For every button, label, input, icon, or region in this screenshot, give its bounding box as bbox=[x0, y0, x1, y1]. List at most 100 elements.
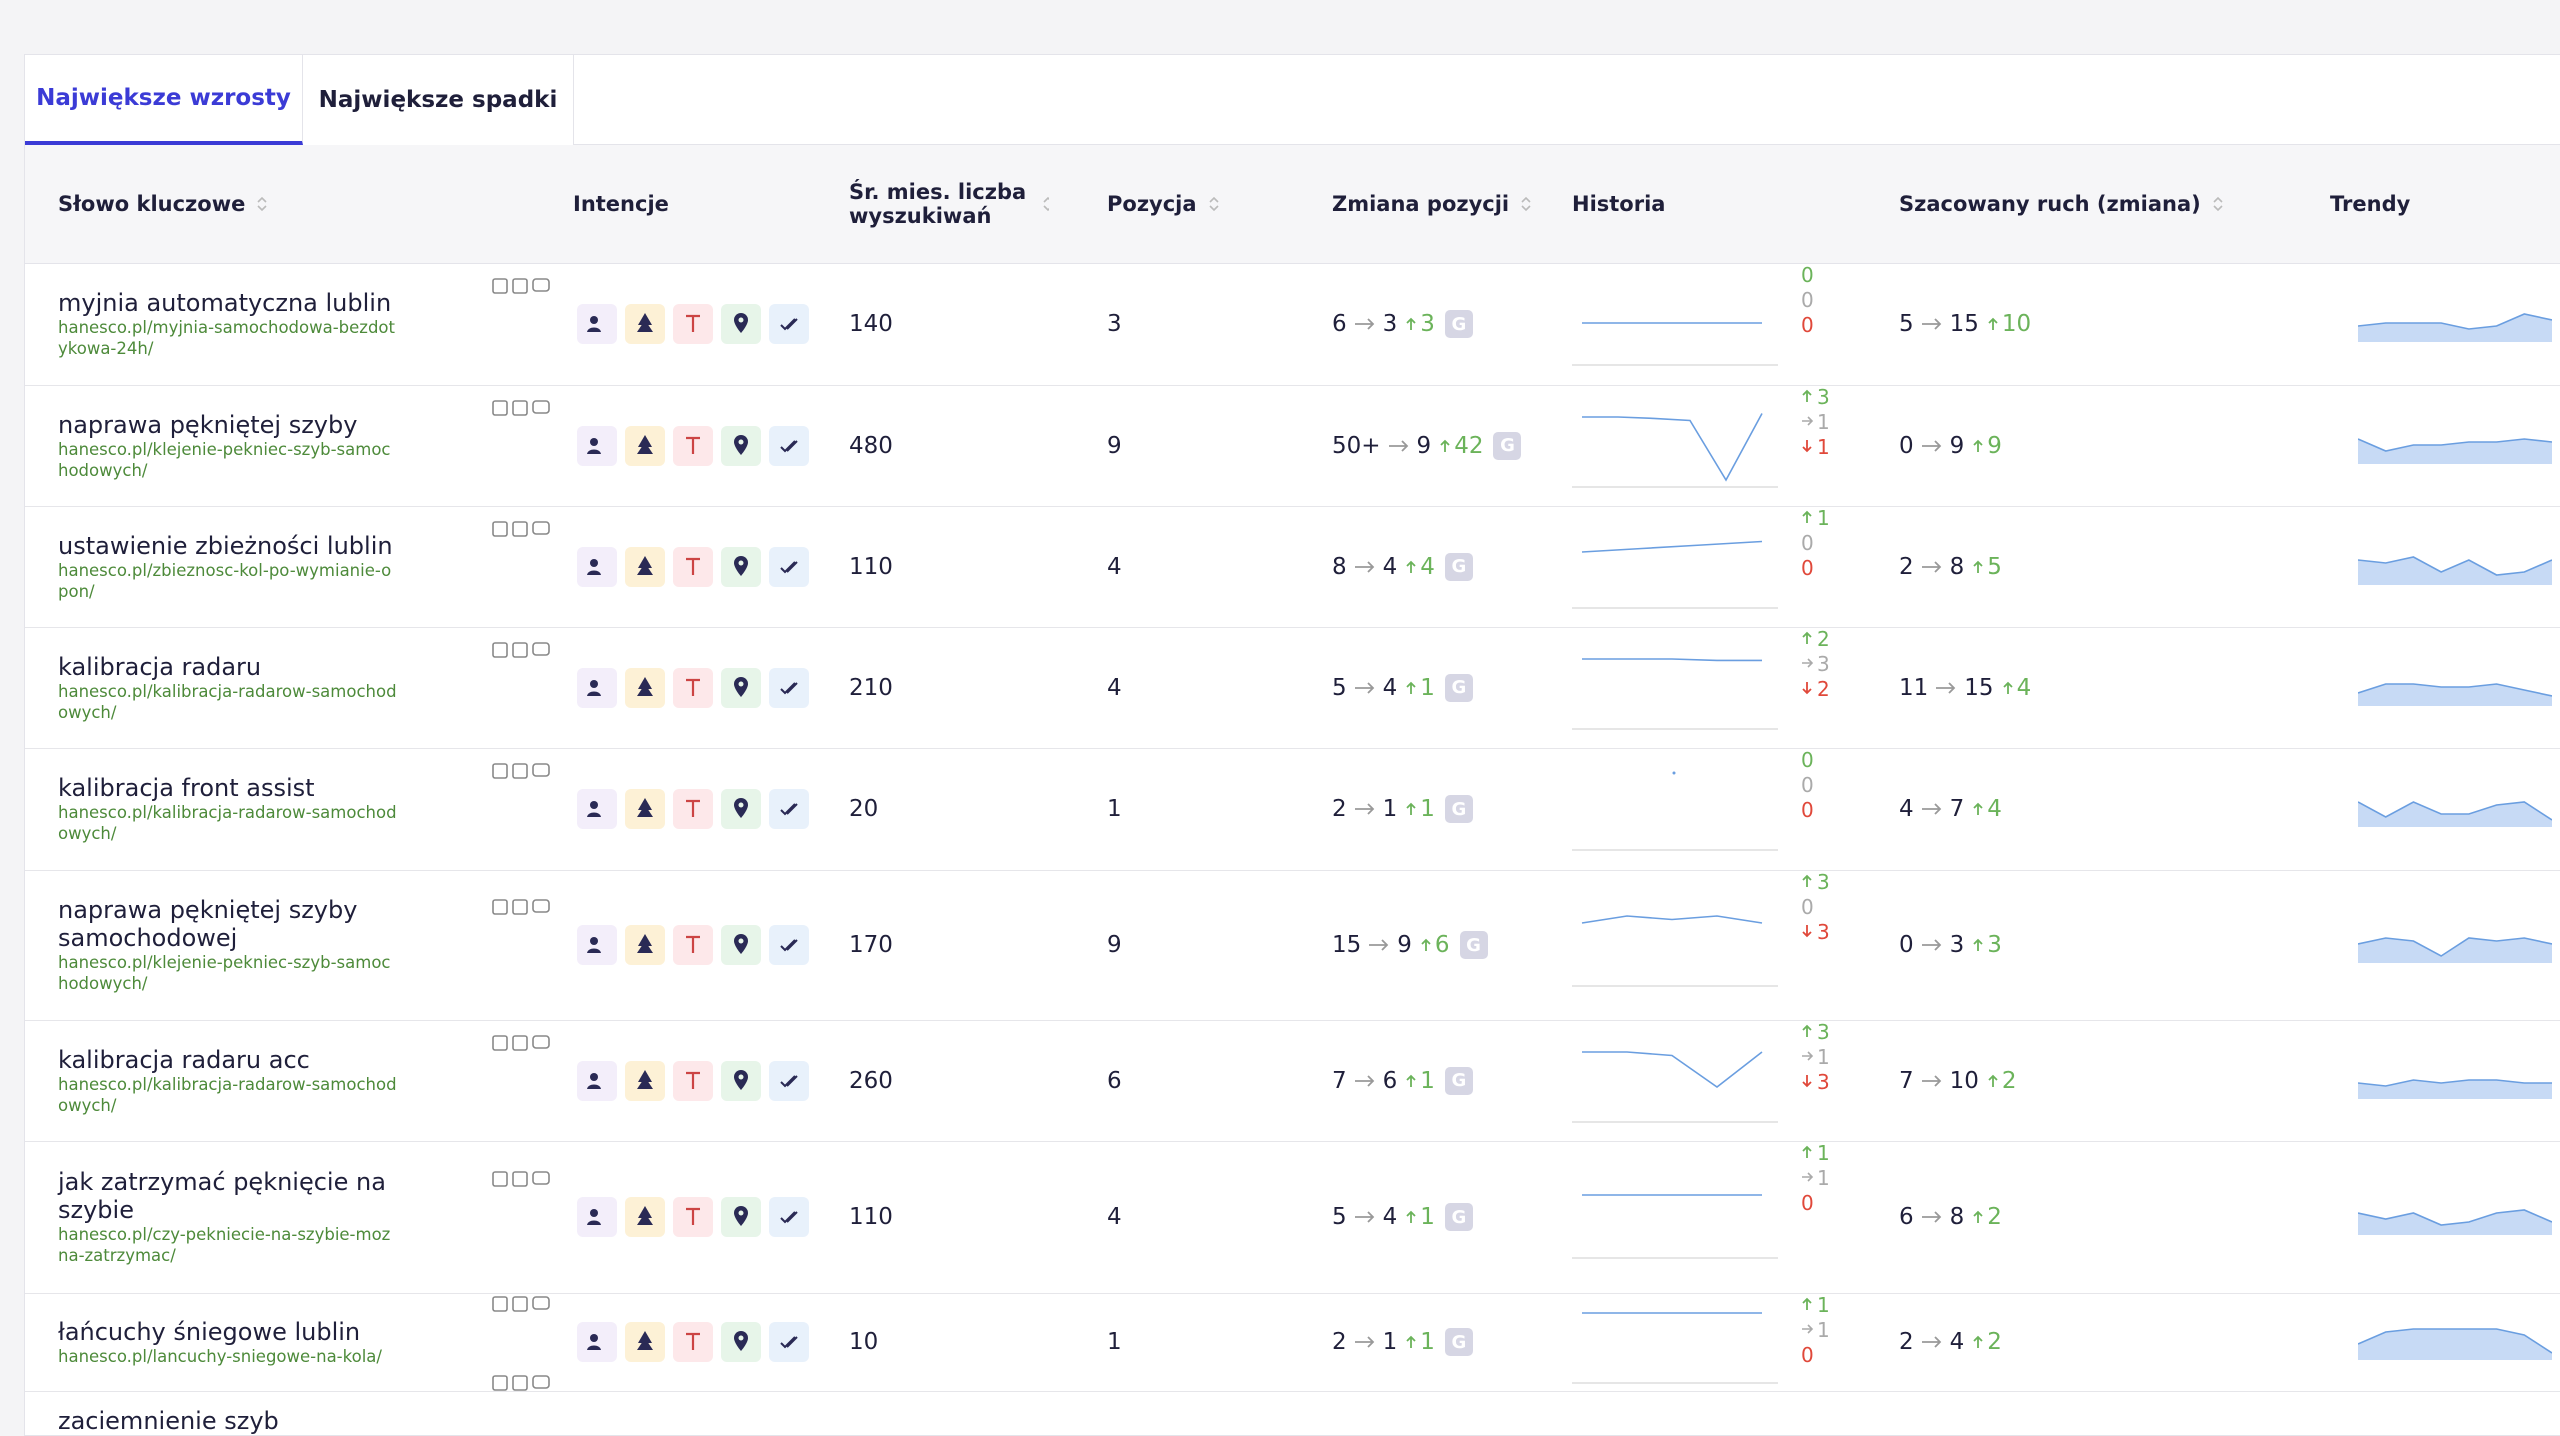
trend-arrow bbox=[1802, 682, 1812, 695]
column-header[interactable]: Śr. mies. liczba wyszukiwań bbox=[849, 145, 1049, 263]
intent-icon bbox=[673, 925, 713, 965]
from: 0 bbox=[1899, 932, 1914, 958]
arrow bbox=[1354, 803, 1374, 815]
intent-icon bbox=[769, 789, 809, 829]
count: 3 bbox=[1817, 920, 1830, 944]
keyword-cell: łańcuchy śniegowe lublin hanesco.pl/lancu… bbox=[58, 1293, 428, 1391]
keyword-cell: jak zatrzymać pęknięcie na szybie hanesco… bbox=[58, 1141, 428, 1293]
intent-icon bbox=[625, 789, 665, 829]
position: 3 bbox=[1107, 311, 1122, 337]
table-row[interactable]: naprawa pękniętej szyby hanesco.pl/klejen… bbox=[25, 385, 2560, 507]
table-row[interactable]: kalibracja radaru acc hanesco.pl/kalibrac… bbox=[25, 1020, 2560, 1142]
history-count: 1 bbox=[1801, 1141, 1830, 1166]
header-label: Śr. mies. liczba wyszukiwań bbox=[849, 180, 1027, 228]
history-count: 0 bbox=[1801, 288, 1814, 313]
tab[interactable]: Największe spadki bbox=[303, 55, 574, 145]
count: 0 bbox=[1801, 288, 1814, 312]
position: 6 bbox=[1107, 1067, 1122, 1094]
trend-arrow bbox=[1802, 925, 1812, 938]
column-header[interactable]: Zmiana pozycji bbox=[1332, 145, 1535, 263]
from: 2 bbox=[1332, 796, 1347, 822]
intent-icon bbox=[673, 546, 713, 587]
table-row[interactable]: ustawienie zbieżności lublin hanesco.pl/z… bbox=[25, 506, 2560, 628]
serp-icons bbox=[492, 1034, 550, 1051]
keyword: zaciemnienie szyb bbox=[58, 1407, 279, 1435]
intent-icon bbox=[577, 667, 617, 708]
delta: 1 bbox=[1420, 1204, 1435, 1230]
history-count: 1 bbox=[1801, 506, 1830, 531]
trend-arrow bbox=[1802, 658, 1814, 668]
table-row[interactable]: zaciemnienie szyb bbox=[25, 1375, 2560, 1435]
trend-arrow bbox=[1802, 1324, 1814, 1334]
arrow bbox=[1921, 1336, 1941, 1348]
trend-arrow bbox=[1802, 1172, 1814, 1182]
table-row[interactable]: łańcuchy śniegowe lublin hanesco.pl/lancu… bbox=[25, 1293, 2560, 1392]
tab[interactable]: Największe wzrosty bbox=[25, 55, 303, 145]
table-row[interactable]: kalibracja radaru hanesco.pl/kalibracja-r… bbox=[25, 627, 2560, 749]
google-badge: G bbox=[1493, 431, 1522, 460]
count: 1 bbox=[1817, 1318, 1830, 1342]
history-count: 0 bbox=[1801, 1191, 1814, 1216]
arrow bbox=[1354, 681, 1374, 694]
table-row[interactable]: myjnia automatyczna lublin hanesco.pl/myj… bbox=[25, 263, 2560, 386]
up-arrow bbox=[1973, 439, 1983, 452]
to: 15 bbox=[1949, 311, 1979, 337]
table-row[interactable]: kalibracja front assist hanesco.pl/kalibr… bbox=[25, 748, 2560, 871]
table-row[interactable]: jak zatrzymać pęknięcie na szybie hanesco… bbox=[25, 1141, 2560, 1294]
column-header[interactable]: Pozycja bbox=[1107, 145, 1223, 263]
serp-icons bbox=[492, 1171, 550, 1187]
to: 1 bbox=[1382, 1329, 1398, 1355]
history-count: 0 bbox=[1801, 895, 1814, 920]
serp-icons bbox=[492, 278, 550, 294]
intent-icon bbox=[577, 789, 617, 829]
arrow bbox=[1354, 1074, 1374, 1087]
intent-cell bbox=[577, 263, 817, 385]
url: hanesco.pl/kalibracja-radarow-samochodow… bbox=[58, 681, 397, 722]
intent-icon bbox=[625, 1322, 665, 1362]
intent-cell bbox=[577, 1293, 817, 1391]
history-count: 0 bbox=[1801, 798, 1814, 823]
intent-icon bbox=[625, 1060, 665, 1101]
trend-arrow bbox=[1802, 631, 1812, 644]
count: 2 bbox=[1817, 677, 1830, 701]
from: 0 bbox=[1899, 432, 1914, 459]
column-header[interactable]: Szacowany ruch (zmiana) bbox=[1899, 145, 2227, 263]
history-chart bbox=[1572, 771, 1778, 851]
count: 3 bbox=[1817, 652, 1830, 676]
header-label: Szacowany ruch (zmiana) bbox=[1899, 192, 2201, 216]
count: 0 bbox=[1801, 556, 1814, 580]
up-arrow bbox=[1973, 560, 1983, 573]
intent-icon bbox=[673, 789, 713, 829]
traffic: 7 10 2 bbox=[1899, 1020, 2017, 1141]
trend-arrow bbox=[1802, 1051, 1814, 1061]
from: 5 bbox=[1332, 674, 1347, 701]
keyword-cell: myjnia automatyczna lublin hanesco.pl/myj… bbox=[58, 263, 428, 385]
url: hanesco.pl/zbieznosc-kol-po-wymianie-opo… bbox=[58, 560, 392, 601]
url: hanesco.pl/myjnia-samochodowa-bezdotykow… bbox=[58, 318, 395, 358]
history-count: 0 bbox=[1801, 313, 1814, 338]
header-label: Zmiana pozycji bbox=[1332, 192, 1510, 216]
delta: 1 bbox=[1420, 1329, 1435, 1355]
delta: 6 bbox=[1434, 932, 1450, 958]
intent-icon bbox=[721, 667, 761, 708]
trend-arrow bbox=[1802, 1024, 1812, 1037]
trend-arrow bbox=[1802, 389, 1812, 402]
column-header: Trendy bbox=[2330, 145, 2410, 263]
position: 9 bbox=[1107, 932, 1122, 958]
google-badge: G bbox=[1444, 795, 1473, 823]
table-row[interactable]: naprawa pękniętej szyby samochodowej hane… bbox=[25, 870, 2560, 1021]
trend-chart bbox=[2358, 682, 2552, 706]
google-badge: G bbox=[1459, 931, 1488, 959]
up-arrow bbox=[1406, 681, 1416, 694]
volume: 140 bbox=[849, 311, 893, 337]
count: 3 bbox=[1817, 385, 1830, 409]
url: hanesco.pl/kalibracja-radarow-samochodow… bbox=[58, 1074, 397, 1115]
column-header[interactable]: Słowo kluczowe bbox=[58, 145, 271, 263]
history-chart bbox=[1572, 1050, 1778, 1123]
history-count: 1 bbox=[1801, 1045, 1830, 1070]
intent-icon bbox=[769, 667, 809, 708]
